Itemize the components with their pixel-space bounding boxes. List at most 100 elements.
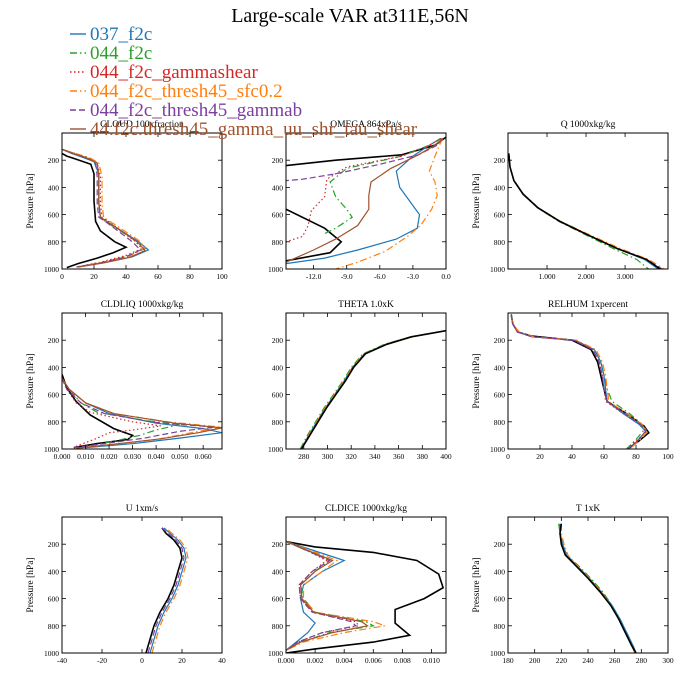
y-tick-label: 600 — [48, 391, 60, 400]
y-tick-label: 800 — [494, 622, 506, 631]
series-line-c044 — [62, 148, 147, 268]
x-tick-label: 40 — [568, 452, 576, 461]
panel-1: OMEGA 864xPa/s 200 400 600 800 1000 -12.0 -9.0 -… — [268, 120, 451, 281]
x-tick-label: 280 — [636, 656, 648, 665]
y-tick-label: 1000 — [44, 649, 59, 658]
series-line-c044 — [286, 540, 376, 651]
series-line-sfc — [335, 138, 444, 269]
series-line-c037 — [510, 314, 647, 449]
x-tick-label: 0.060 — [195, 452, 212, 461]
panel-title: THETA 1.0xK — [338, 300, 394, 310]
panel-2: Q 1000xkg/kg Pressure [hPa] 200 400 600 800 10… — [472, 120, 669, 281]
figure-title: Large-scale VAR at311E,56N — [231, 5, 469, 27]
y-tick-label: 800 — [48, 238, 60, 247]
y-axis-label: Pressure [hPa] — [26, 173, 36, 228]
x-tick-label: -6.0 — [374, 272, 386, 281]
x-tick-label: 20 — [536, 452, 544, 461]
panel-frame — [61, 516, 223, 654]
x-tick-label: 180 — [502, 656, 514, 665]
series-line-gamma — [510, 314, 649, 449]
series-line-gamma — [286, 137, 442, 243]
x-tick-label: 300 — [662, 656, 674, 665]
y-tick-label: 600 — [494, 595, 506, 604]
panel-frame — [61, 132, 223, 270]
y-axis-label: Pressure [hPa] — [472, 353, 482, 408]
series-line-uu — [286, 540, 370, 651]
x-tick-label: 60 — [154, 272, 162, 281]
x-tick-label: 60 — [600, 452, 608, 461]
y-tick-label: 200 — [272, 156, 284, 165]
x-tick-label: 240 — [582, 656, 594, 665]
x-tick-label: 0.050 — [171, 452, 188, 461]
series-line-gammab — [508, 153, 663, 269]
series-line-c044 — [510, 314, 645, 449]
x-tick-label: 300 — [322, 452, 334, 461]
x-tick-label: 3.000 — [617, 272, 634, 281]
x-tick-label: 0.040 — [148, 452, 165, 461]
x-tick-label: 340 — [369, 452, 381, 461]
x-tick-label: 80 — [632, 452, 640, 461]
series-line-uu — [286, 137, 444, 263]
panel-frame — [285, 516, 447, 654]
y-tick-label: 800 — [48, 418, 60, 427]
x-tick-label: 80 — [186, 272, 194, 281]
y-tick-label: 600 — [272, 595, 284, 604]
y-tick-label: 400 — [494, 567, 506, 576]
series-line-base — [286, 208, 343, 262]
x-tick-label: 0.010 — [423, 656, 440, 665]
x-tick-label: 0 — [506, 452, 510, 461]
y-tick-label: 400 — [494, 183, 506, 192]
panel-frame — [507, 516, 669, 654]
series-line-c037 — [62, 148, 150, 268]
y-tick-label: 200 — [494, 156, 506, 165]
x-tick-label: 40 — [122, 272, 130, 281]
x-tick-label: 400 — [440, 452, 452, 461]
legend-label: 044_f2c_thresh45_sfc0.2 — [90, 81, 283, 102]
y-tick-label: 800 — [494, 238, 506, 247]
y-tick-label: 800 — [272, 622, 284, 631]
panel-frame — [285, 312, 447, 450]
y-tick-label: 400 — [48, 183, 60, 192]
series-line-gamma — [62, 378, 161, 447]
y-tick-label: 1000 — [44, 265, 59, 274]
y-tick-label: 400 — [494, 363, 506, 372]
panel-title: OMEGA 864xPa/s — [330, 120, 402, 130]
y-tick-label: 200 — [494, 540, 506, 549]
series-line-uu — [62, 148, 147, 268]
panel-title: Q 1000xkg/kg — [561, 120, 616, 130]
legend-label: 044_f2c — [90, 43, 152, 64]
series-line-base — [62, 152, 128, 269]
series-line-base — [286, 540, 445, 653]
x-tick-label: 0.030 — [124, 452, 141, 461]
x-tick-label: 0.0 — [441, 272, 451, 281]
series-line-c037 — [149, 527, 187, 653]
series-line-c044 — [324, 137, 442, 235]
panel-frame — [507, 312, 669, 450]
y-tick-label: 1000 — [268, 649, 283, 658]
x-tick-label: -3.0 — [407, 272, 419, 281]
series-line-gammab — [62, 378, 215, 449]
y-tick-label: 1000 — [44, 445, 59, 454]
series-line-gammab — [62, 148, 142, 268]
legend-label: 037_f2c — [90, 24, 152, 45]
series-line-base — [559, 523, 637, 653]
y-tick-label: 800 — [272, 418, 284, 427]
panel-3: CLDLIQ 1000xkg/kg Pressure [hPa] 200 400 600… — [26, 300, 223, 461]
series-line-uu — [62, 377, 222, 449]
x-tick-label: 220 — [556, 656, 568, 665]
x-tick-label: 40 — [218, 656, 226, 665]
panel-4: THETA 1.0xK 200 400 600 800 1000 280 300 320 340 3… — [268, 300, 452, 461]
y-tick-label: 400 — [272, 183, 284, 192]
x-tick-label: -9.0 — [341, 272, 353, 281]
series-line-c037 — [286, 137, 441, 265]
y-tick-label: 1000 — [490, 649, 505, 658]
legend: 037_f2c044_f2c044_f2c_gammashear044_f2c_… — [70, 24, 418, 140]
x-tick-label: 1.000 — [539, 272, 556, 281]
x-tick-label: -20 — [97, 656, 107, 665]
y-tick-label: 600 — [48, 595, 60, 604]
y-tick-label: 200 — [48, 336, 60, 345]
legend-label: 44.f2c.thresh45_gamma_uu_shr_tau_shear — [90, 119, 418, 140]
